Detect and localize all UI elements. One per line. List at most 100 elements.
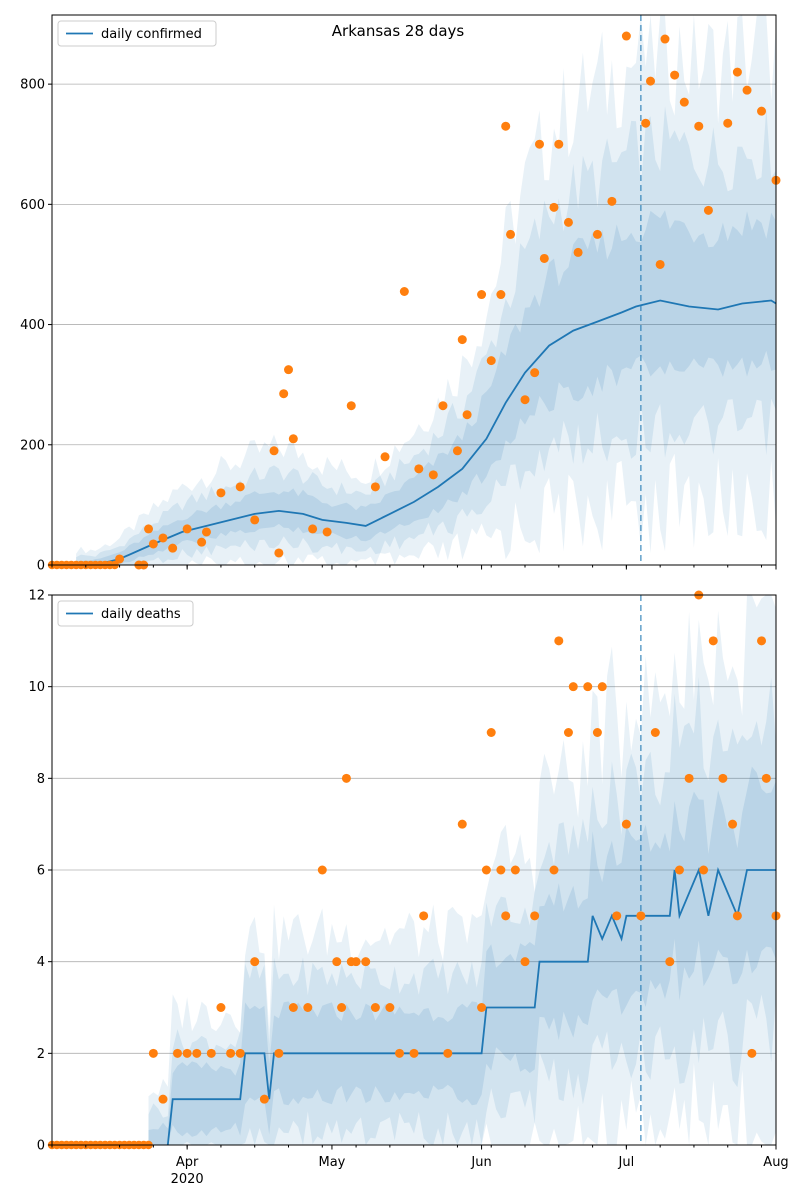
data-point	[279, 389, 289, 399]
data-point	[486, 728, 496, 737]
data-point	[115, 554, 125, 564]
y-tick-label: 12	[28, 589, 45, 604]
data-point	[192, 1048, 202, 1058]
data-point	[501, 911, 511, 921]
data-point	[732, 67, 742, 77]
data-point	[621, 31, 631, 41]
data-point	[274, 548, 284, 558]
data-point	[462, 410, 472, 420]
uncertainty-band	[148, 766, 776, 1145]
data-point	[481, 865, 491, 875]
data-point	[226, 1048, 236, 1058]
data-point	[274, 1048, 284, 1058]
confirmed-plot-frame	[51, 14, 777, 566]
data-point	[549, 202, 559, 212]
confirmed-uncertainty-bands	[76, 15, 777, 565]
data-point	[496, 290, 506, 300]
data-point	[708, 636, 718, 646]
data-point	[583, 682, 593, 692]
data-point	[322, 527, 332, 537]
data-point	[201, 527, 211, 537]
data-point	[148, 539, 158, 549]
data-point	[414, 464, 424, 474]
data-point	[592, 229, 602, 239]
y-tick-label: 0	[37, 1139, 45, 1154]
data-point	[288, 434, 298, 444]
data-point	[269, 446, 279, 456]
y-tick-label: 8	[37, 772, 45, 787]
data-point	[341, 773, 351, 783]
legend-box	[57, 600, 194, 627]
data-point	[182, 524, 192, 534]
data-point	[568, 682, 578, 692]
data-point	[679, 97, 689, 107]
deaths-x-axis-ticks: Apr May Jun Jul Aug 2020	[51, 1145, 789, 1187]
confirmed-legend: daily confirmed	[57, 20, 217, 47]
data-point	[216, 488, 226, 498]
data-point	[761, 773, 771, 783]
data-point	[646, 76, 656, 86]
y-tick-label: 200	[20, 438, 45, 453]
data-point	[477, 1003, 487, 1012]
data-point	[699, 865, 709, 875]
data-point	[259, 1094, 269, 1104]
data-point	[694, 121, 704, 131]
data-point	[650, 728, 660, 737]
data-point	[235, 482, 245, 492]
data-point	[665, 957, 675, 967]
data-point	[592, 728, 602, 737]
data-point	[486, 356, 496, 366]
data-point	[510, 865, 520, 875]
data-point	[530, 368, 540, 378]
uncertainty-band	[148, 676, 776, 1145]
data-point	[158, 533, 168, 543]
data-point	[520, 957, 530, 967]
data-point	[563, 728, 573, 737]
data-point	[612, 911, 622, 921]
data-point	[332, 957, 342, 967]
data-point	[250, 515, 260, 525]
data-point	[284, 365, 294, 375]
confirmed-plot-area	[52, 15, 776, 565]
data-point	[549, 865, 559, 875]
data-point	[361, 957, 371, 967]
data-point	[718, 773, 728, 783]
x-tick-label: Jun	[470, 1155, 491, 1170]
data-point	[757, 106, 767, 116]
data-point	[158, 1094, 168, 1104]
data-point	[303, 1003, 313, 1012]
confirmed-marks	[47, 15, 781, 570]
data-point	[554, 139, 564, 149]
data-point	[370, 1003, 380, 1012]
data-point	[399, 287, 409, 297]
data-point	[660, 34, 670, 44]
legend-label: daily confirmed	[101, 27, 202, 42]
data-point	[216, 1003, 226, 1012]
confirmed-gridlines	[52, 83, 776, 446]
data-point	[563, 217, 573, 227]
x-tick-label: Aug	[763, 1155, 788, 1170]
data-point	[621, 819, 631, 829]
data-point	[732, 911, 742, 921]
chart-title: Arkansas 28 days	[332, 22, 465, 40]
data-point	[674, 865, 684, 875]
series-line-daily-deaths	[166, 866, 776, 1146]
data-point	[144, 524, 154, 534]
data-point	[597, 682, 607, 692]
legend-box	[57, 20, 217, 47]
deaths-panel: 0 2 4 6 8 10 12 Apr May Jun Jul Aug 2020 daily deat…	[28, 589, 788, 1188]
data-point	[317, 865, 327, 875]
data-point	[520, 395, 530, 405]
data-point	[351, 957, 361, 967]
uncertainty-band	[76, 210, 777, 565]
data-point	[172, 1048, 182, 1058]
data-point	[742, 85, 752, 95]
confirmed-y-axis-ticks: 0 200 400 600 800	[20, 78, 52, 574]
data-point	[346, 401, 356, 411]
data-point	[168, 543, 178, 553]
data-point	[250, 957, 260, 967]
deaths-y-axis-ticks: 0 2 4 6 8 10 12	[28, 589, 52, 1154]
y-tick-label: 600	[20, 198, 45, 213]
data-point	[308, 524, 318, 534]
